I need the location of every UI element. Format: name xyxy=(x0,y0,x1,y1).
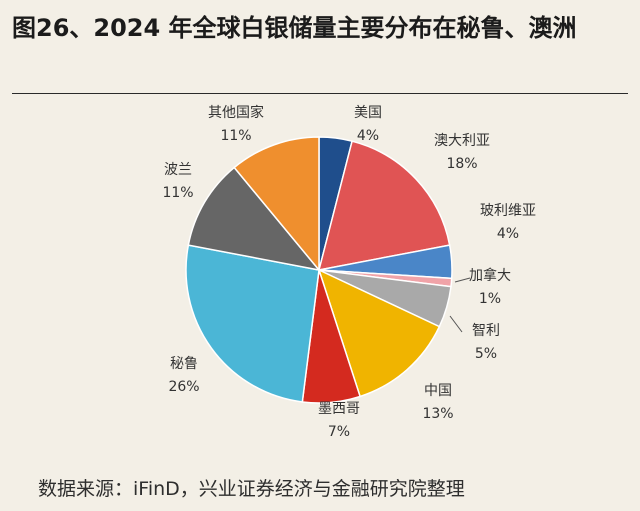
slice-label-value: 4% xyxy=(357,128,379,144)
slice-label-value: 11% xyxy=(220,128,251,144)
slice-label-value: 18% xyxy=(446,156,477,172)
slice-label-value: 13% xyxy=(422,406,453,422)
leader-line xyxy=(454,277,471,283)
pie-slice-2 xyxy=(317,140,451,271)
slice-label-value: 4% xyxy=(497,226,519,242)
slice-label-value: 26% xyxy=(168,379,199,395)
slice-label-name: 玻利维亚 xyxy=(480,203,536,219)
source-note: 数据来源：iFinD，兴业证券经济与金融研究院整理 xyxy=(38,478,465,500)
title-divider xyxy=(12,93,628,94)
slice-label-name: 中国 xyxy=(424,383,452,399)
slice-label-name: 澳大利亚 xyxy=(434,133,490,149)
slice-label-name: 美国 xyxy=(354,105,382,121)
slice-label-name: 秘鲁 xyxy=(170,356,198,372)
leader-line xyxy=(449,315,463,333)
slice-label-value: 7% xyxy=(328,424,350,440)
pie-slice-10 xyxy=(233,136,320,273)
slice-label-name: 智利 xyxy=(472,323,500,339)
slice-label-name: 墨西哥 xyxy=(318,401,360,417)
slice-label-name: 其他国家 xyxy=(208,104,264,121)
chart-title: 图26、2024 年全球白银储量主要分布在秘鲁、澳洲 xyxy=(12,14,577,42)
pie-slice-6 xyxy=(317,268,441,398)
pie-slice-8 xyxy=(185,244,320,403)
slice-label-name: 波兰 xyxy=(164,162,192,178)
slice-label-value: 11% xyxy=(162,185,193,201)
slice-labels: 美国 4% 澳大利亚 18% 玻利维亚 4% 加拿大 1% 智利 5% 中国 13% 墨西哥 7% 秘鲁 26… xyxy=(162,104,536,440)
slice-label-value: 1% xyxy=(479,291,501,307)
pie-slice-9 xyxy=(187,166,321,272)
leader-lines xyxy=(449,277,471,333)
slice-label-value: 5% xyxy=(475,346,497,362)
pie-slices xyxy=(185,136,453,404)
slice-label-name: 加拿大 xyxy=(469,267,511,284)
